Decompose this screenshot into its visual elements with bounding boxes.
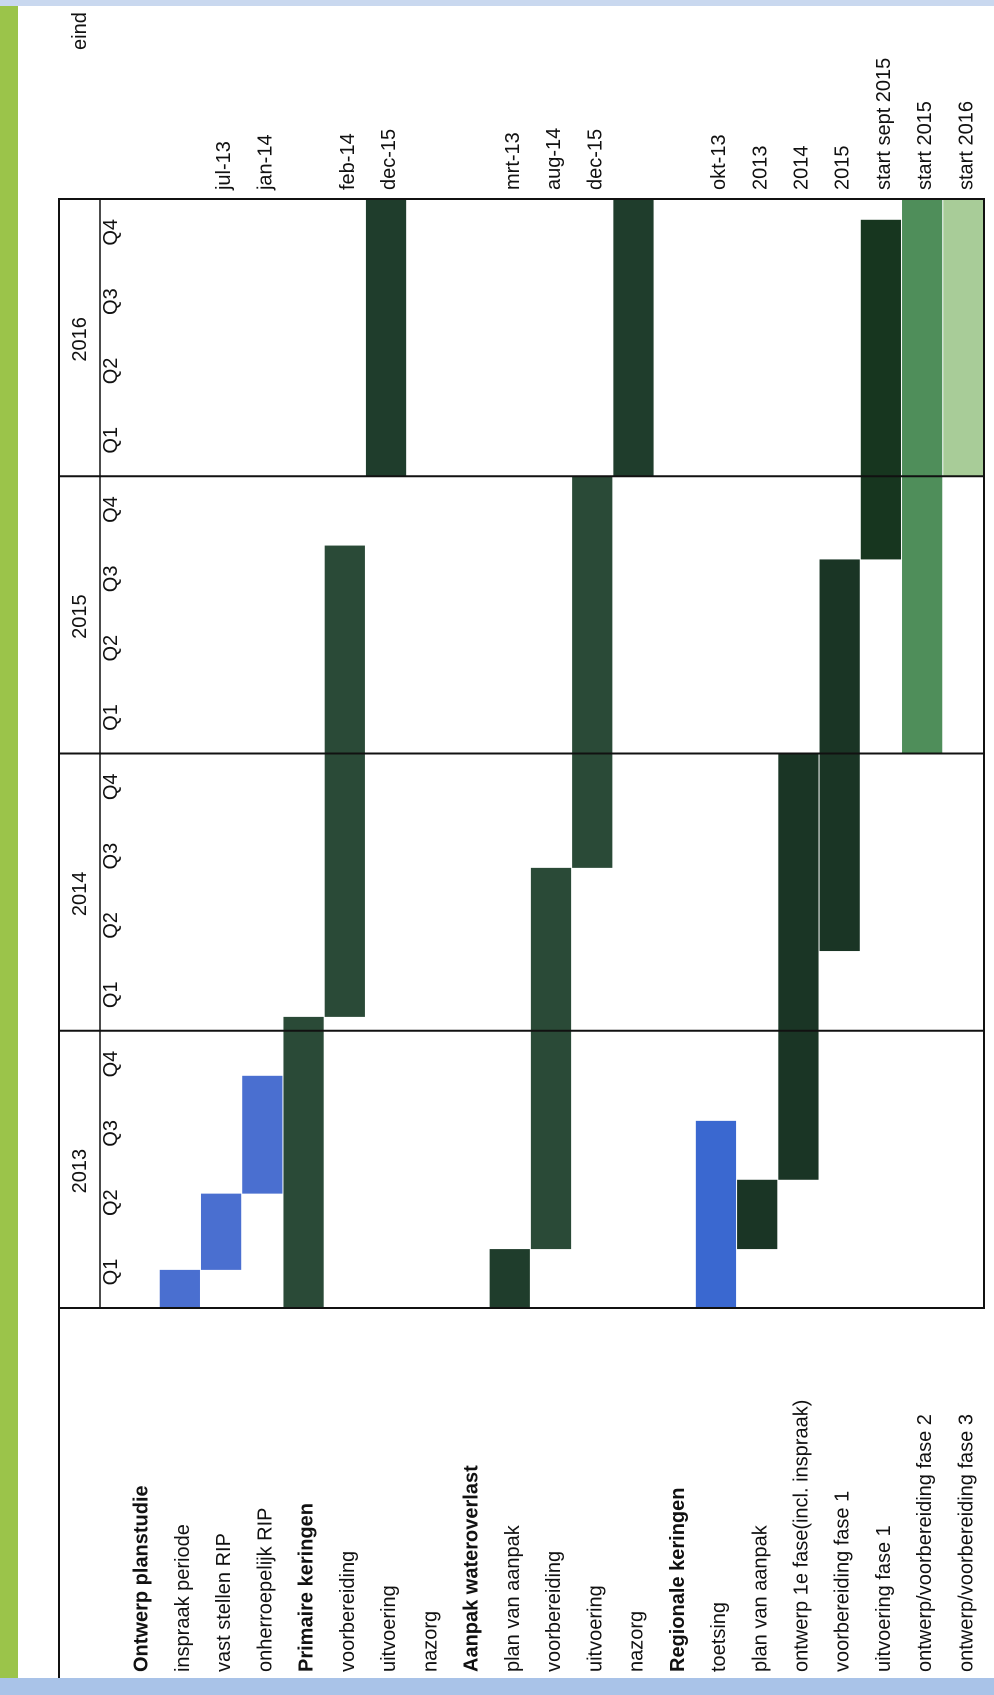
row-label: ontwerp/voorbereiding fase 2 [914,1414,936,1672]
quarter-label: Q1 [100,981,122,1008]
quarter-label: Q1 [100,1259,122,1286]
year-label: 2013 [69,1149,91,1194]
row-label: nazorg [419,1611,441,1672]
end-value: mrt-13 [502,132,524,190]
gantt-bar [819,559,860,952]
year-label: 2015 [69,594,91,639]
row-label: plan van aanpak [749,1524,771,1672]
row-label: Ontwerp planstudie [131,1485,153,1672]
gantt-bar [943,199,984,477]
quarter-label: Q2 [100,912,122,939]
gantt-bar [572,476,613,868]
quarter-label: Q3 [100,843,122,870]
end-column-header: eind [69,12,91,50]
gantt-bar [778,753,819,1180]
row-label: Aanpak wateroverlast [461,1465,483,1672]
gantt-bar [324,545,365,1017]
end-value: jan-14 [254,134,276,191]
row-label: onherroepelijk RIP [254,1507,276,1672]
end-value: 2013 [749,146,771,191]
gantt-bar [242,1075,283,1194]
gantt-bar [200,1193,242,1270]
gantt-bar [283,1016,324,1308]
row-label: toetsing [708,1602,730,1672]
end-value: dec-15 [584,129,606,190]
row-label: vast stellen RIP [213,1533,235,1672]
quarter-label: Q3 [100,288,122,315]
quarter-label: Q3 [100,566,122,593]
top-edge-strip [0,0,994,6]
quarter-label: Q4 [100,219,122,246]
quarter-label: Q1 [100,427,122,454]
row-label: voorbereiding [337,1551,359,1672]
end-value: okt-13 [708,134,730,190]
end-value: start sept 2015 [873,58,895,190]
quarter-label: Q4 [100,496,122,523]
quarter-label: Q4 [100,1051,122,1078]
quarter-label: Q2 [100,358,122,385]
end-value: start 2015 [914,101,936,190]
row-label: ontwerp 1e fase(incl. inspraak) [791,1400,813,1672]
row-label: nazorg [626,1611,648,1672]
left-edge-strip [0,0,18,1695]
end-value: jul-13 [213,141,235,191]
row-label: ontwerp/voorbereiding fase 3 [955,1414,977,1672]
gantt-bar [159,1269,200,1308]
gantt-bar [489,1249,530,1308]
row-label: voorbereiding [543,1551,565,1672]
row-label: voorbereiding fase 1 [832,1491,854,1672]
gantt-bar [365,199,407,477]
bottom-edge-strip [0,1678,994,1695]
year-label: 2014 [69,872,91,917]
row-label: Regionale keringen [667,1488,689,1673]
end-value: dec-15 [378,129,400,190]
row-label: inspraak periode [172,1524,194,1672]
end-value: aug-14 [543,128,565,190]
gantt-bar [530,867,572,1250]
gantt-bar [695,1120,737,1308]
quarter-label: Q2 [100,1189,122,1216]
year-label: 2016 [69,317,91,362]
quarter-label: Q3 [100,1120,122,1147]
end-value: 2014 [791,146,813,191]
row-label: uitvoering [378,1585,400,1672]
row-label: Primaire keringen [296,1503,318,1672]
end-value: start 2016 [955,101,977,190]
gantt-bar [613,199,654,477]
gantt-bar [737,1179,778,1250]
quarter-label: Q2 [100,635,122,662]
row-label: plan van aanpak [502,1524,524,1672]
gantt-bar [860,219,902,560]
row-label: uitvoering [584,1585,606,1672]
end-value: feb-14 [337,133,359,190]
end-value: 2015 [832,146,854,191]
row-label: uitvoering fase 1 [873,1525,895,1672]
quarter-label: Q4 [100,773,122,800]
quarter-label: Q1 [100,704,122,731]
